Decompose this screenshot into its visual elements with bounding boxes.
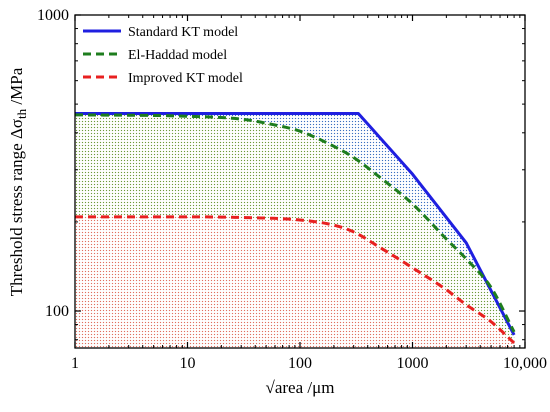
x-tick-label: 1 <box>71 355 79 372</box>
legend-label-el-haddad-model: El-Haddad model <box>128 48 227 63</box>
x-tick-label: 10 <box>180 355 196 372</box>
series-line-improved-kt-model <box>75 215 516 345</box>
x-tick-label: 1000 <box>397 355 429 372</box>
legend-label-improved-kt-model: Improved KT model <box>128 71 243 86</box>
x-axis-title: √area /μm <box>266 378 335 397</box>
axis-ticks: 1 10 100 1000 10,000 100 1000 <box>37 7 547 372</box>
series-lines <box>75 111 516 345</box>
area-fill-improved-kt-model <box>75 216 515 348</box>
y-tick-label: 100 <box>45 303 69 320</box>
legend-label-standard-kt-model: Standard KT model <box>128 25 238 40</box>
x-tick-label: 10,000 <box>503 355 547 372</box>
area-fills <box>75 113 515 348</box>
y-axis-title: Threshold stress range Δσth /MPa <box>7 67 29 296</box>
x-tick-label: 100 <box>288 355 312 372</box>
series-line-el-haddad-model <box>75 113 516 333</box>
y-tick-label: 1000 <box>37 7 69 24</box>
legend: Standard KT model El-Haddad model Improved… <box>83 25 243 86</box>
